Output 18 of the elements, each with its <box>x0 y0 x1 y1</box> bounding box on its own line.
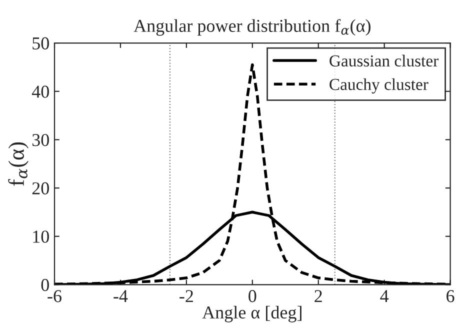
x-tick-label: -6 <box>48 290 62 302</box>
x-axis-title: Angle α [deg] <box>202 306 302 322</box>
legend-label: Cauchy cluster <box>330 78 428 94</box>
x-tick-label: 6 <box>446 290 454 302</box>
chart-title: Angular power distribution f$_{α}$(α) <box>134 19 370 36</box>
y-axis-title: f$_{α}$(α) <box>8 142 29 186</box>
y-tick-label: 0 <box>41 278 49 292</box>
y-tick-label: 20 <box>32 182 49 194</box>
x-tick-label: -4 <box>114 290 128 302</box>
x-tick-label: 4 <box>380 290 389 302</box>
x-tick-label: -2 <box>180 290 193 302</box>
y-tick-label: 50 <box>32 37 49 50</box>
legend-label: Gaussian cluster <box>330 54 438 67</box>
y-tick-label: 40 <box>32 86 49 98</box>
x-tick-label: 2 <box>314 290 322 302</box>
x-tick-label: 0 <box>248 290 256 302</box>
y-tick-label: 30 <box>32 134 49 146</box>
y-tick-label: 10 <box>33 230 49 243</box>
